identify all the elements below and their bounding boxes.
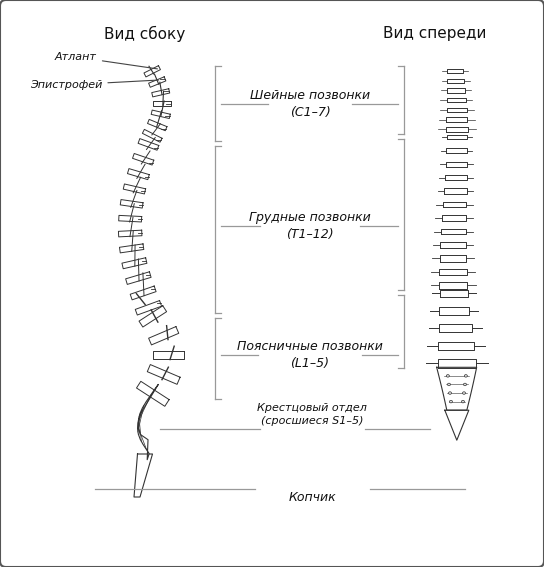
Polygon shape [147,365,180,384]
Polygon shape [144,66,160,77]
Text: Шейные позвонки
(С1–7): Шейные позвонки (С1–7) [250,88,370,119]
Polygon shape [130,286,156,300]
Ellipse shape [448,392,452,394]
Polygon shape [447,108,467,112]
Text: Эпистрофей: Эпистрофей [30,80,158,90]
Polygon shape [152,352,183,359]
Text: Атлант: Атлант [55,52,157,69]
Polygon shape [151,110,170,119]
Polygon shape [135,301,162,315]
Polygon shape [440,282,467,289]
Polygon shape [440,242,466,248]
Polygon shape [439,307,469,315]
Polygon shape [440,269,467,275]
Polygon shape [437,359,475,368]
Polygon shape [441,229,466,234]
Ellipse shape [461,400,465,403]
Polygon shape [440,255,466,261]
Polygon shape [444,188,467,194]
Polygon shape [440,290,467,297]
Polygon shape [137,382,169,407]
Polygon shape [447,88,465,92]
Polygon shape [445,175,467,180]
Polygon shape [143,129,162,142]
Polygon shape [119,215,141,222]
Ellipse shape [463,383,466,386]
Polygon shape [447,79,464,83]
Polygon shape [149,327,179,345]
Ellipse shape [465,375,467,377]
Polygon shape [120,244,144,253]
Polygon shape [153,101,171,106]
Text: Крестцовый отдел
(сросшиеся S1–5): Крестцовый отдел (сросшиеся S1–5) [257,403,367,426]
Text: Вид сбоку: Вид сбоку [104,26,186,42]
Polygon shape [442,215,466,221]
Polygon shape [127,168,149,180]
Polygon shape [443,202,466,208]
Polygon shape [133,154,154,165]
Ellipse shape [448,383,450,386]
Polygon shape [447,117,467,122]
Ellipse shape [446,375,449,377]
Polygon shape [437,367,477,410]
Text: Вид спереди: Вид спереди [384,26,487,41]
Polygon shape [446,162,467,167]
Polygon shape [447,98,466,103]
Polygon shape [126,272,151,285]
Polygon shape [438,324,472,332]
Text: Грудные позвонки
(Т1–12): Грудные позвонки (Т1–12) [249,211,371,241]
Polygon shape [120,200,143,208]
Polygon shape [152,88,170,97]
Polygon shape [438,341,474,350]
Polygon shape [447,69,463,73]
Polygon shape [147,120,167,131]
Polygon shape [138,384,158,460]
Polygon shape [447,135,467,139]
Ellipse shape [462,392,466,394]
Polygon shape [139,306,166,327]
Polygon shape [134,454,152,497]
Text: Копчик: Копчик [288,491,336,504]
Polygon shape [446,127,468,132]
Polygon shape [138,138,159,150]
Text: Поясничные позвонки
(L1–5): Поясничные позвонки (L1–5) [237,340,383,370]
Polygon shape [149,77,166,87]
Polygon shape [447,149,467,153]
Polygon shape [119,230,142,237]
Polygon shape [123,184,146,194]
Ellipse shape [449,400,453,403]
Polygon shape [445,410,469,440]
Polygon shape [122,258,147,269]
